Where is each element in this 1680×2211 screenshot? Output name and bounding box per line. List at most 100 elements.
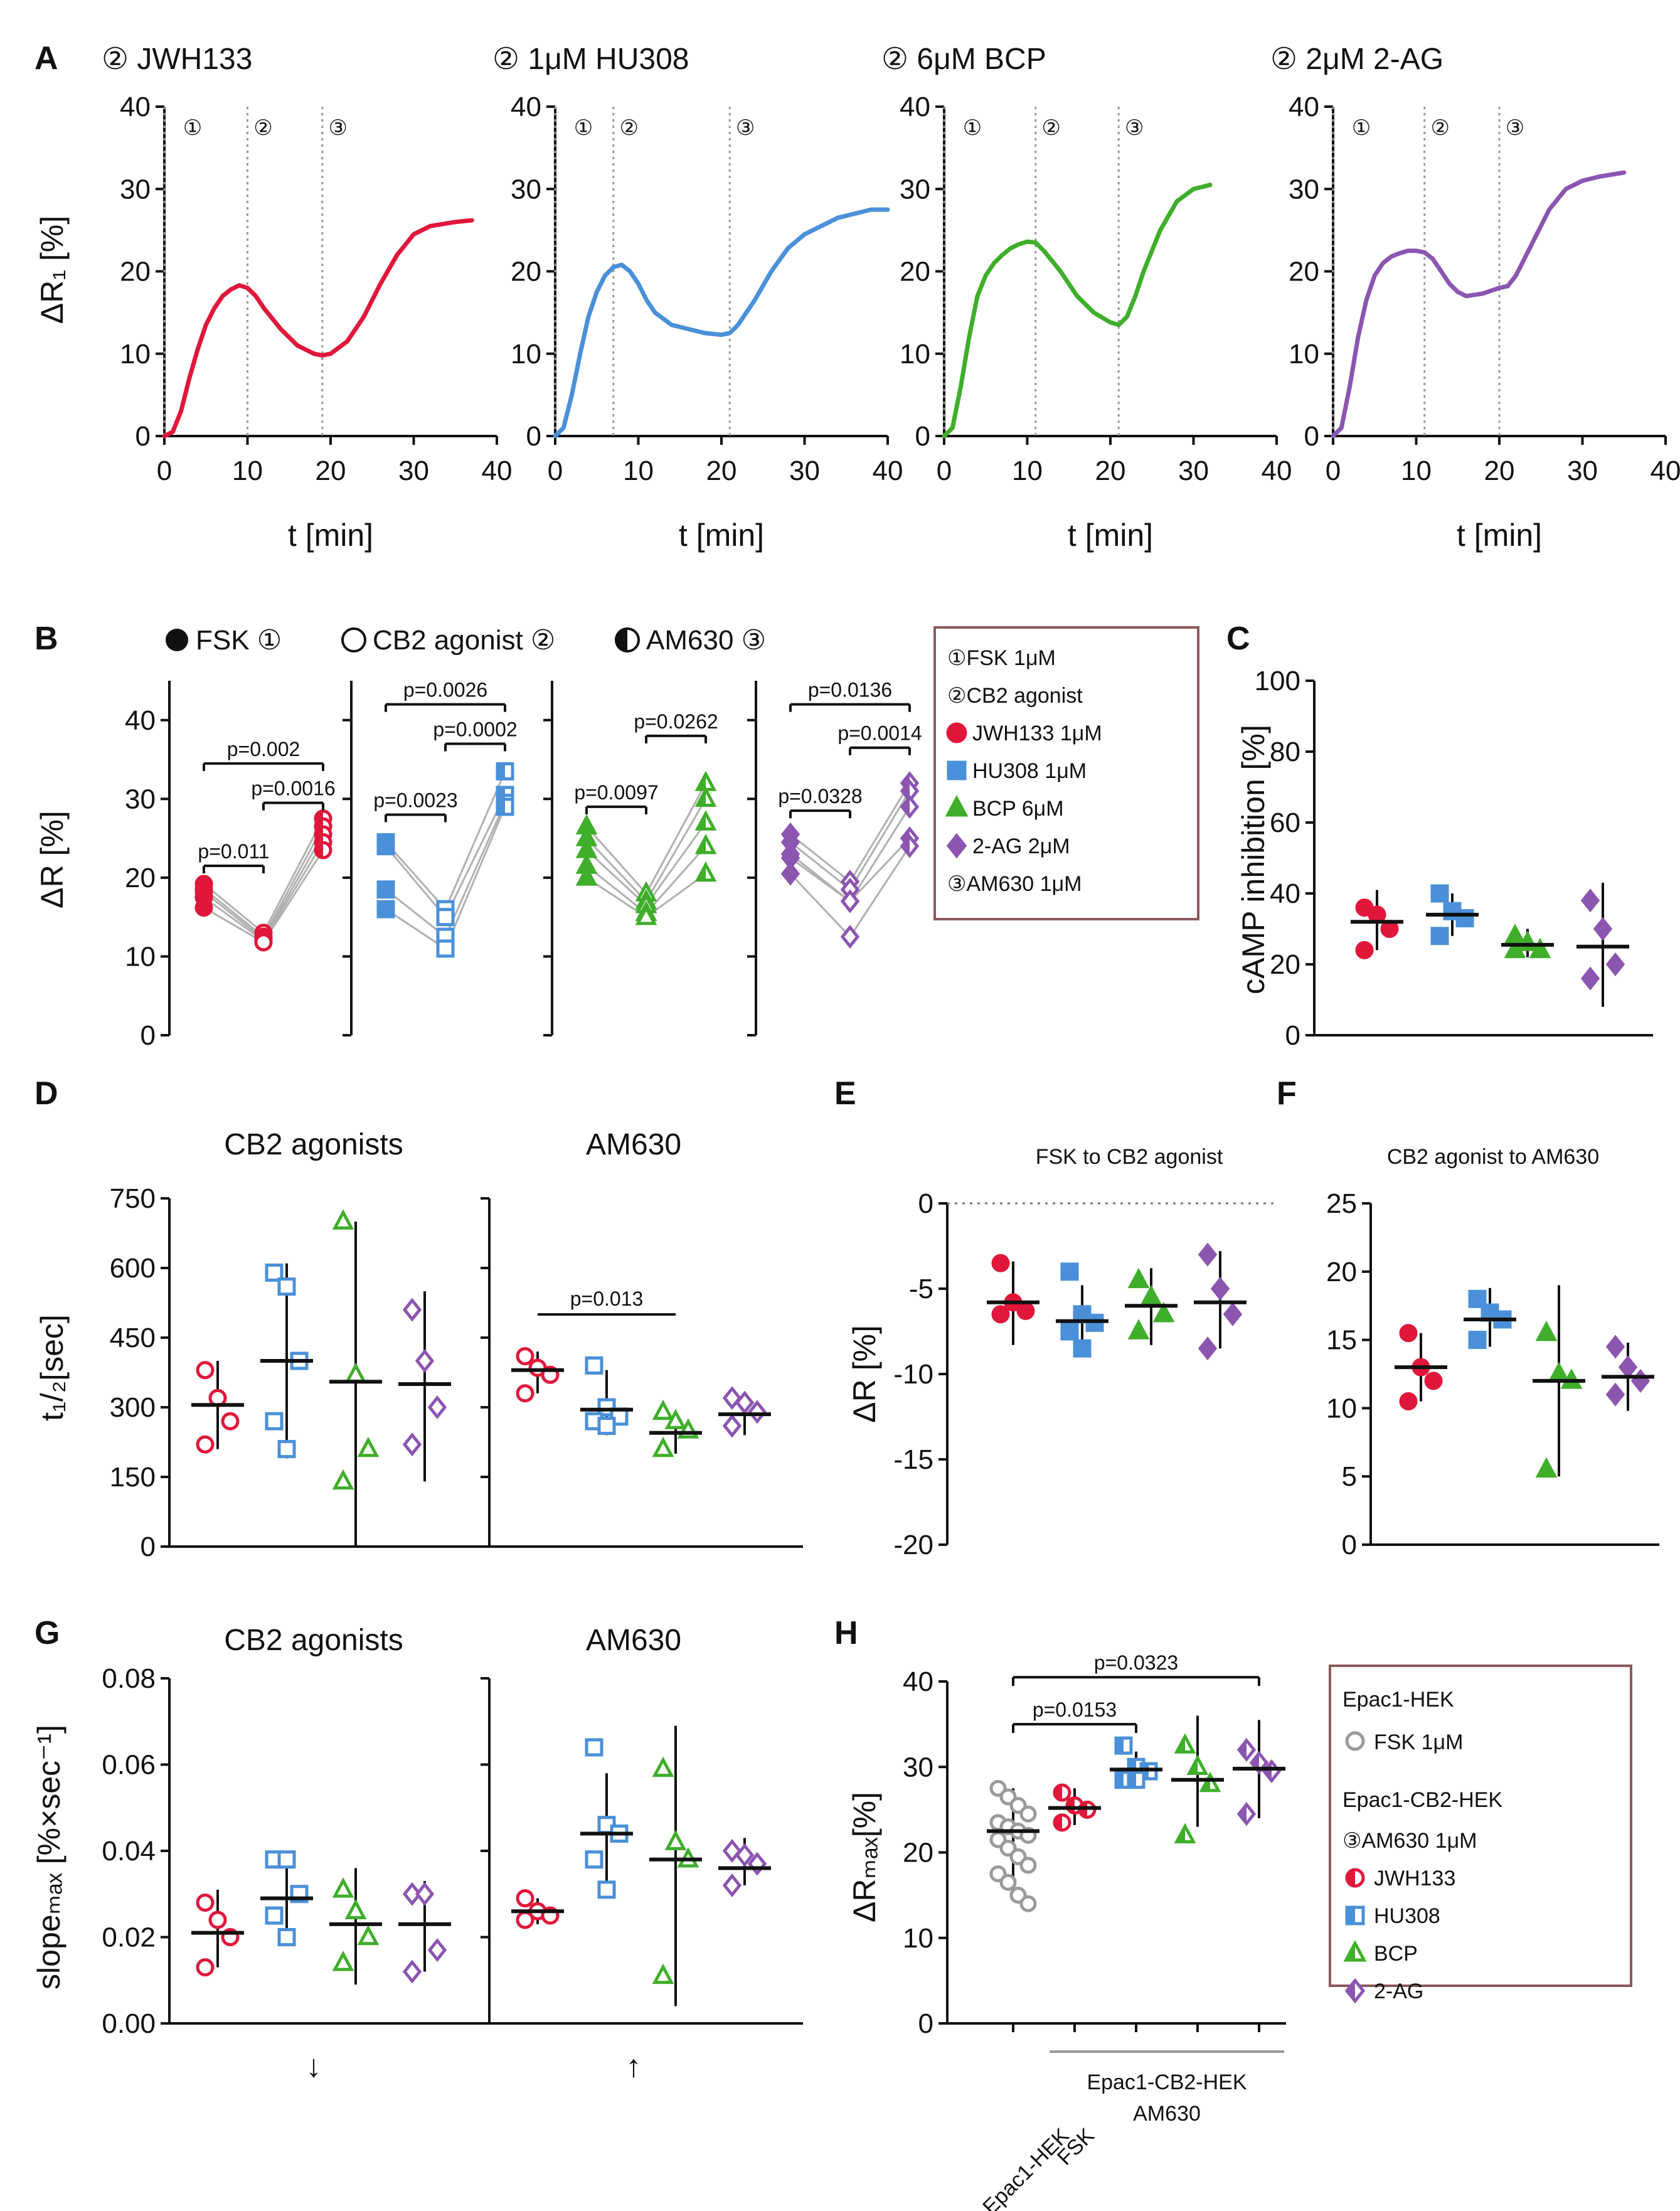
legend-item: ②CB2 agonist [947, 684, 1083, 708]
y-tick-label: 0 [1285, 1020, 1300, 1051]
y-axis-label: ΔR₁ [%] [35, 216, 70, 324]
g-point-BCP [344, 1899, 367, 1919]
marker-half [697, 865, 706, 880]
direction-arrow: ↓ [306, 2049, 322, 2084]
x-tick-label: 20 [1095, 456, 1126, 486]
marker-shape [1424, 1372, 1443, 1390]
y-axis-label: slopeₘₐₓ [%×sec⁻¹] [31, 1725, 66, 1990]
group-label: Epac1-CB2-HEK [1087, 2070, 1247, 2094]
marker-shape [585, 1850, 603, 1869]
y-tick-label: 0 [915, 421, 930, 452]
x-tick-label: 40 [1651, 456, 1680, 486]
e-point-BCP [1152, 1302, 1175, 1323]
legend-marker [946, 722, 967, 743]
subplot-title: ② JWH133 [102, 43, 252, 76]
marker-shape [415, 1882, 435, 1906]
x-tick-label: 40 [873, 456, 903, 486]
marker-half [902, 797, 910, 816]
marker-shape [652, 1756, 674, 1777]
marker-half [697, 837, 706, 853]
am630-point [694, 810, 717, 831]
legend-item: ③AM630 1μM [1342, 1829, 1477, 1853]
marker-shape [635, 904, 657, 925]
marker-shape [415, 1348, 435, 1373]
marker-shape [516, 1347, 534, 1366]
y-tick-label: 20 [1270, 949, 1300, 980]
marker-shape [840, 925, 860, 949]
marker-shape [735, 1390, 755, 1415]
marker-shape [1548, 1361, 1570, 1382]
d-point-JWH133 [196, 1435, 215, 1454]
p-value: p=0.0002 [433, 718, 517, 740]
d-point-JWH133 [196, 1361, 215, 1380]
h-point-FSK [1019, 1895, 1037, 1912]
fsk-point [376, 880, 395, 899]
subplot-title: CB2 agonists [224, 1128, 403, 1161]
x-tick-label: 20 [316, 456, 346, 486]
h-point-BCP [1174, 1733, 1196, 1754]
y-tick-label: 40 [1270, 878, 1300, 909]
marker-shape [265, 1412, 284, 1430]
direction-arrow: ↑ [626, 2049, 642, 2084]
marker-half [497, 799, 505, 814]
y-tick-label: 20 [511, 257, 541, 287]
g-point-BCP [652, 1963, 674, 1985]
y-tick-label: 750 [110, 1183, 156, 1214]
panel-label-F: F [1277, 1075, 1297, 1112]
c-point-HU308 [1430, 927, 1449, 946]
marker-shape [585, 1356, 603, 1375]
series-line-HU308 [553, 207, 890, 439]
marker-shape [332, 1209, 354, 1230]
marker-shape [277, 1850, 296, 1869]
event-marker: ① [1352, 116, 1371, 140]
y-tick-label: 0 [136, 421, 151, 452]
x-tick-label: 0 [548, 456, 563, 486]
am630-point [694, 861, 717, 882]
e-point-2-AG [1223, 1302, 1243, 1326]
marker-shape [221, 1412, 240, 1430]
y-tick-label: 30 [120, 174, 151, 205]
legend-fsk-marker [166, 629, 188, 651]
legend-box [933, 626, 1199, 920]
subplot-title: ② 1μM HU308 [492, 43, 689, 76]
y-tick-label: 40 [511, 92, 541, 122]
fsk-point [194, 898, 213, 917]
d-point-BCP [652, 1436, 674, 1457]
marker-shape [196, 1435, 215, 1454]
marker-shape [196, 1361, 215, 1380]
marker-shape [1060, 1262, 1079, 1281]
marker-shape [1630, 1368, 1651, 1393]
y-tick-label: 20 [903, 1838, 933, 1868]
marker-shape [1605, 1335, 1625, 1359]
marker-half [902, 781, 910, 801]
x-tick-label: 30 [1178, 456, 1209, 486]
legend-marker [947, 760, 967, 781]
d-point-BCP [652, 1399, 674, 1420]
marker-shape [1223, 1302, 1243, 1326]
marker-half [1201, 1775, 1210, 1791]
series-line-2-AG [1331, 170, 1627, 439]
legend-box [1329, 1665, 1632, 1987]
y-tick-label: 40 [903, 1666, 933, 1697]
marker-shape [376, 900, 395, 919]
p-value: p=0.0136 [808, 679, 892, 701]
p-value: p=0.0153 [1033, 1698, 1117, 1721]
event-marker: ③ [329, 116, 348, 140]
marker-shape [1593, 917, 1613, 941]
marker-shape [664, 1409, 687, 1429]
am630-point [900, 794, 920, 819]
g-point-HU308 [585, 1850, 603, 1869]
marker-shape [402, 1959, 422, 1984]
g-point-JWH133 [196, 1894, 215, 1912]
y-tick-label: 80 [1270, 737, 1300, 767]
y-tick-label: 0 [141, 1020, 156, 1051]
y-tick-label: -15 [893, 1444, 933, 1475]
marker-half [1239, 1804, 1247, 1824]
f-point-BCP [1535, 1457, 1558, 1478]
x-tick-label: 40 [1262, 456, 1292, 486]
event-marker: ③ [1506, 116, 1524, 140]
marker-shape [1618, 1355, 1638, 1380]
x-tick-label: 10 [623, 456, 654, 486]
y-tick-label: 0.08 [102, 1663, 156, 1694]
y-tick-label: 450 [110, 1323, 156, 1353]
